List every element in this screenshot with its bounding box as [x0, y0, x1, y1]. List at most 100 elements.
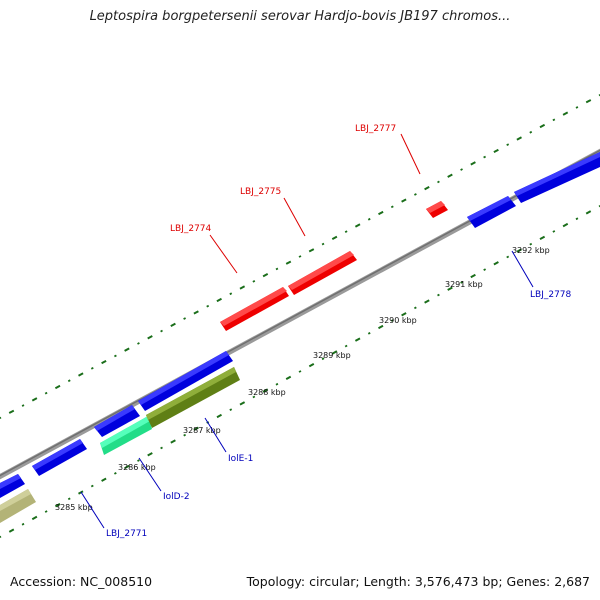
tick-mark-outer [470, 161, 476, 166]
tick-mark-inner [298, 370, 302, 373]
tick-track-inner [0, 204, 600, 539]
tick-mark-inner [160, 446, 163, 450]
gene-label-IolE-1[interactable]: IolE-1 [228, 454, 253, 464]
tick-mark-outer [539, 123, 546, 129]
tick-mark-outer [137, 342, 140, 345]
gene-IolD-2-rna[interactable] [100, 416, 152, 455]
gene-IolE-1-upper[interactable] [138, 351, 233, 411]
gene-label-LBJ_2771[interactable]: LBJ_2771 [106, 529, 147, 539]
gene-LBJ_2775[interactable] [288, 251, 357, 295]
tick-mark-inner [67, 497, 71, 501]
tick-mark-outer [239, 285, 246, 290]
tick-track-outer [0, 93, 600, 420]
gene-LBJ_2778[interactable] [514, 152, 600, 203]
tick-mark-outer [413, 193, 417, 196]
scale-label-3289: 3289 kbp [313, 351, 351, 360]
tick-mark-inner [8, 528, 15, 533]
tick-mark-inner [252, 395, 256, 399]
callout-LBJ_2777 [400, 133, 421, 175]
tick-mark-inner [124, 464, 130, 470]
gene-label-LBJ_2774[interactable]: LBJ_2774 [170, 224, 212, 234]
callout-LBJ_2774 [209, 234, 238, 274]
tick-mark-outer [401, 198, 407, 203]
gene-reverse-4[interactable] [467, 196, 516, 228]
tick-mark-inner [31, 515, 38, 521]
gene-label-IolD-2[interactable]: IolD-2 [163, 492, 190, 502]
tick-mark-outer [378, 210, 384, 216]
tick-mark-inner [137, 459, 140, 462]
tick-mark-inner [354, 337, 361, 342]
gene-reverse-1[interactable] [0, 474, 25, 498]
tick-mark-outer [206, 304, 210, 308]
tick-mark-inner [470, 273, 476, 279]
tick-mark-outer [8, 409, 15, 414]
tick-mark-outer [321, 242, 325, 246]
tick-mark-outer [252, 280, 256, 283]
tick-mark-outer [367, 217, 371, 221]
tick-mark-inner [21, 522, 25, 526]
tick-mark-outer [598, 93, 600, 97]
tick-mark-inner [552, 230, 556, 233]
tick-mark-outer [575, 106, 579, 109]
callout-IolE-1 [204, 417, 227, 453]
tick-mark-outer [552, 118, 556, 122]
tick-mark-outer [31, 397, 38, 402]
gene-reverse-3[interactable] [94, 405, 140, 437]
tick-mark-inner [516, 248, 522, 253]
tick-mark-outer [0, 416, 2, 420]
tick-mark-outer [285, 260, 292, 265]
gene-IolE-1[interactable] [146, 367, 240, 428]
tick-mark-outer [390, 205, 394, 209]
tick-mark-inner [506, 255, 510, 259]
tick-mark-inner [308, 363, 315, 368]
tick-mark-outer [54, 384, 61, 390]
tick-mark-inner [447, 286, 453, 291]
scale-label-3286: 3286 kbp [118, 463, 156, 472]
tick-mark-outer [344, 230, 348, 233]
backbone-line [0, 148, 600, 480]
tick-mark-outer [183, 317, 187, 320]
tick-mark-outer [262, 273, 269, 278]
tick-mark-outer [516, 136, 522, 141]
gene-label-LBJ_2775[interactable]: LBJ_2775 [240, 187, 281, 197]
tick-mark-inner [216, 413, 222, 419]
tick-mark-outer [67, 379, 71, 383]
tick-mark-inner [193, 426, 199, 431]
tick-mark-outer [160, 329, 163, 333]
tick-mark-inner [262, 388, 269, 393]
tick-mark-outer [424, 186, 430, 191]
tick-mark-outer [124, 347, 130, 352]
gene-label-LBJ_2777[interactable]: LBJ_2777 [355, 124, 396, 134]
tick-mark-inner [390, 319, 394, 322]
tick-mark-inner [0, 535, 2, 539]
tick-mark-outer [331, 235, 338, 240]
tick-mark-inner [54, 503, 61, 508]
accession-text: Accession: NC_008510 [10, 574, 153, 589]
callout-LBJ_2771 [80, 491, 105, 529]
tick-mark-inner [401, 312, 407, 317]
gene-reverse-2[interactable] [32, 439, 87, 476]
tick-mark-inner [585, 210, 592, 215]
tick-mark-outer [354, 223, 361, 228]
gene-LBJ_2777[interactable] [426, 201, 448, 218]
tick-mark-inner [170, 439, 176, 444]
tick-mark-outer [193, 310, 199, 315]
tick-mark-outer [275, 267, 279, 271]
tick-mark-outer [21, 404, 25, 407]
tick-mark-outer [298, 255, 302, 258]
tick-mark-inner [437, 293, 440, 297]
gene-LBJ_2771[interactable] [0, 489, 36, 523]
tick-mark-inner [44, 510, 48, 513]
gene-LBJ_2774[interactable] [220, 287, 289, 331]
map-title: Leptospira borgpetersenii serovar Hardjo… [89, 9, 511, 24]
tick-mark-outer [229, 292, 233, 296]
scale-label-3290: 3290 kbp [379, 316, 417, 325]
tick-mark-inner [460, 281, 463, 284]
tick-mark-outer [437, 180, 440, 184]
scale-label-3291: 3291 kbp [445, 280, 483, 289]
tick-mark-inner [239, 401, 246, 406]
tick-mark-inner [331, 350, 338, 355]
tick-mark-inner [378, 324, 384, 330]
gene-label-LBJ_2778[interactable]: LBJ_2778 [530, 290, 572, 300]
